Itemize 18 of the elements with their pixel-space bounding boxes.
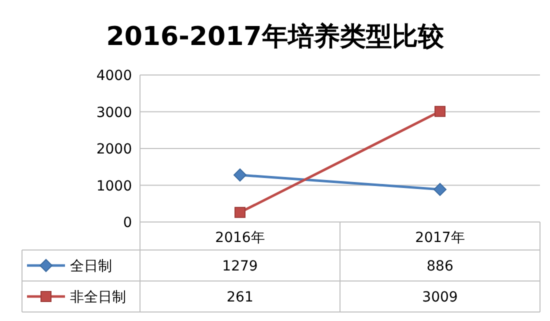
point [434, 182, 446, 196]
x-tick-label: 2017年 [415, 230, 465, 246]
data-label: 886 [426, 258, 454, 274]
data-label: 1279 [222, 258, 258, 274]
data-label: 261 [226, 290, 254, 306]
y-tick-label: 1000 [96, 178, 132, 194]
y-tick-label: 2000 [96, 142, 132, 158]
legend-label: 全日制 [70, 258, 112, 274]
chart-title: 2016-2017年培养类型比较 [106, 22, 445, 52]
y-tick-label: 4000 [96, 68, 132, 84]
data-label: 3009 [422, 290, 458, 306]
point [234, 206, 246, 218]
legend-label: 非全日制 [70, 290, 126, 306]
point [434, 106, 446, 117]
point [234, 168, 246, 182]
y-tick-label: 0 [123, 215, 132, 231]
x-tick-label: 2016年 [215, 230, 265, 246]
y-tick-label: 3000 [96, 104, 132, 121]
